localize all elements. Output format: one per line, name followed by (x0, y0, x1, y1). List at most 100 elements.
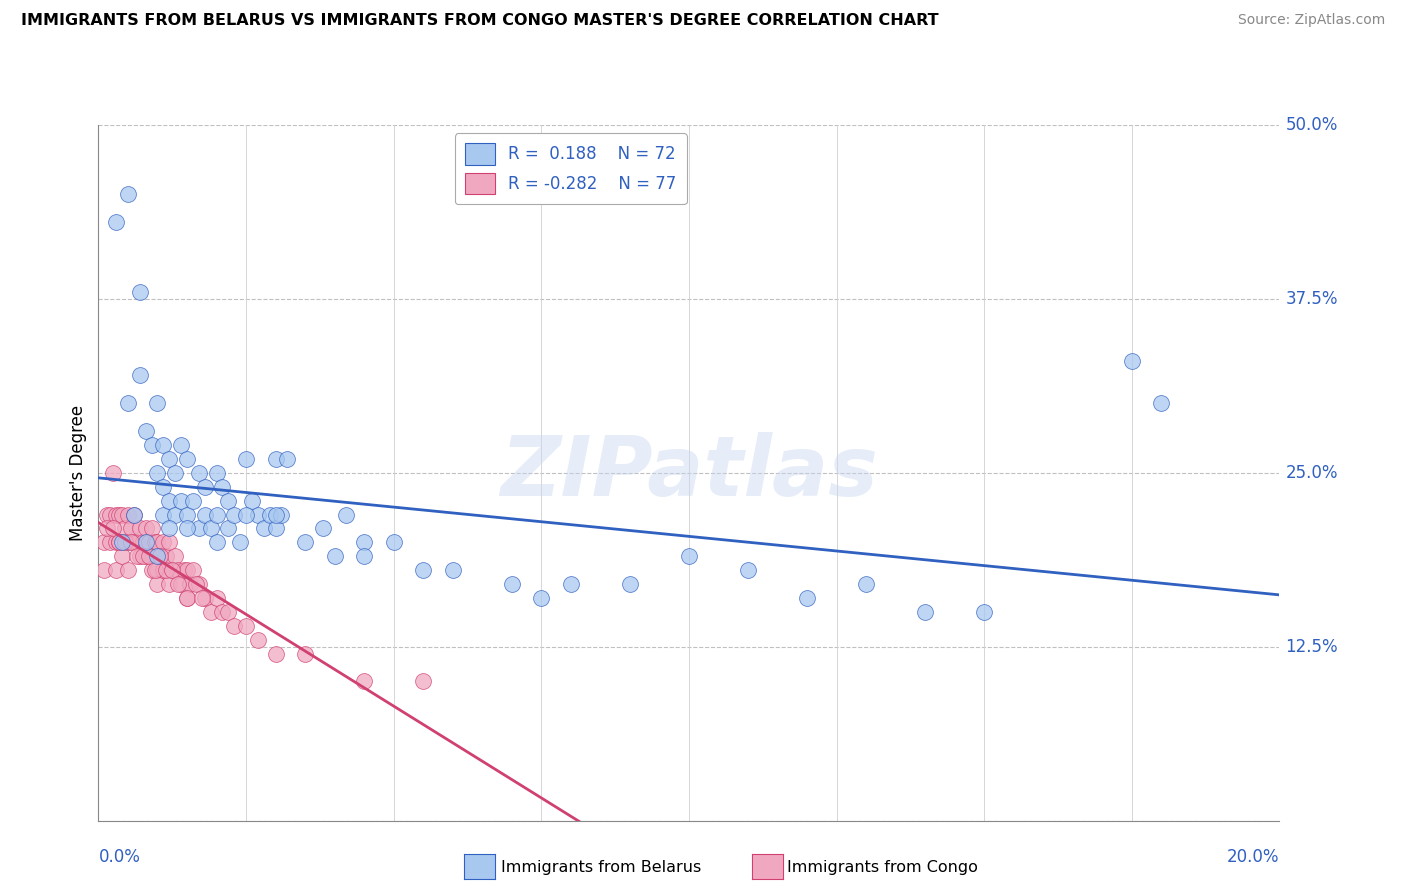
Point (335, 508, 357, 522)
Point (111, 508, 134, 522)
Point (176, 521, 198, 535)
Point (146, 535, 169, 549)
Point (152, 563, 174, 577)
Legend: R =  0.188    N = 72, R = -0.282    N = 77: R = 0.188 N = 72, R = -0.282 N = 77 (456, 133, 686, 204)
Point (152, 438, 174, 452)
Point (152, 480, 174, 494)
Point (138, 549, 160, 564)
Point (973, 605, 995, 619)
Point (96, 508, 118, 522)
Point (93, 563, 115, 577)
Text: Immigrants from Belarus: Immigrants from Belarus (501, 860, 700, 874)
Point (264, 521, 287, 535)
Text: Source: ZipAtlas.com: Source: ZipAtlas.com (1237, 13, 1385, 28)
Point (141, 521, 163, 535)
Point (264, 647, 287, 661)
Point (1121, 354, 1143, 368)
Text: 50.0%: 50.0% (1285, 116, 1337, 134)
Point (143, 563, 166, 577)
Text: Immigrants from Congo: Immigrants from Congo (787, 860, 979, 874)
Point (146, 466, 169, 480)
Point (108, 535, 131, 549)
Point (294, 535, 316, 549)
Point (108, 535, 131, 549)
Point (105, 508, 128, 522)
Point (138, 535, 160, 549)
Point (211, 480, 233, 494)
Point (264, 451, 287, 466)
Point (165, 549, 187, 564)
Point (191, 591, 214, 605)
Point (187, 577, 209, 591)
Point (176, 563, 198, 577)
Point (122, 508, 145, 522)
Point (184, 577, 207, 591)
Point (170, 577, 193, 591)
Point (165, 508, 187, 522)
Point (170, 493, 193, 508)
Point (105, 215, 128, 229)
Point (855, 577, 877, 591)
Point (200, 521, 222, 535)
Point (122, 508, 145, 522)
Point (125, 535, 148, 549)
Point (146, 549, 169, 564)
Point (914, 605, 936, 619)
Point (276, 451, 298, 466)
Point (146, 563, 169, 577)
Point (135, 424, 157, 438)
Point (96, 521, 118, 535)
Point (173, 563, 195, 577)
Point (120, 521, 142, 535)
Point (135, 521, 157, 535)
Point (111, 535, 134, 549)
Point (165, 466, 187, 480)
Point (135, 535, 157, 549)
Point (98, 535, 121, 549)
Point (120, 535, 142, 549)
Point (98, 508, 121, 522)
Point (323, 549, 346, 564)
Point (162, 563, 183, 577)
Point (194, 591, 217, 605)
Point (382, 535, 405, 549)
Point (176, 591, 198, 605)
Point (167, 577, 190, 591)
Point (167, 563, 190, 577)
Point (294, 647, 316, 661)
Point (224, 508, 246, 522)
Point (530, 591, 553, 605)
Point (1150, 396, 1173, 410)
Point (240, 493, 263, 508)
Point (796, 591, 818, 605)
Point (246, 508, 269, 522)
Point (181, 493, 204, 508)
Point (259, 508, 281, 522)
Text: 25.0%: 25.0% (1285, 464, 1339, 482)
Point (235, 619, 257, 633)
Point (224, 619, 246, 633)
Point (205, 466, 228, 480)
Point (181, 563, 204, 577)
Point (105, 563, 128, 577)
Point (149, 549, 172, 564)
Text: 0.0%: 0.0% (98, 848, 141, 866)
Text: IMMIGRANTS FROM BELARUS VS IMMIGRANTS FROM CONGO MASTER'S DEGREE CORRELATION CHA: IMMIGRANTS FROM BELARUS VS IMMIGRANTS FR… (21, 13, 939, 29)
Point (194, 508, 217, 522)
Point (135, 549, 157, 564)
Point (270, 508, 292, 522)
Point (194, 480, 217, 494)
Text: 20.0%: 20.0% (1227, 848, 1279, 866)
Point (157, 493, 180, 508)
Point (312, 521, 335, 535)
Point (205, 535, 228, 549)
Point (149, 549, 172, 564)
Y-axis label: Master's Degree: Master's Degree (69, 405, 87, 541)
Point (501, 577, 523, 591)
Text: 12.5%: 12.5% (1285, 638, 1339, 656)
Point (128, 549, 150, 564)
Point (229, 535, 252, 549)
Point (132, 549, 155, 564)
Point (146, 396, 169, 410)
Point (176, 451, 198, 466)
